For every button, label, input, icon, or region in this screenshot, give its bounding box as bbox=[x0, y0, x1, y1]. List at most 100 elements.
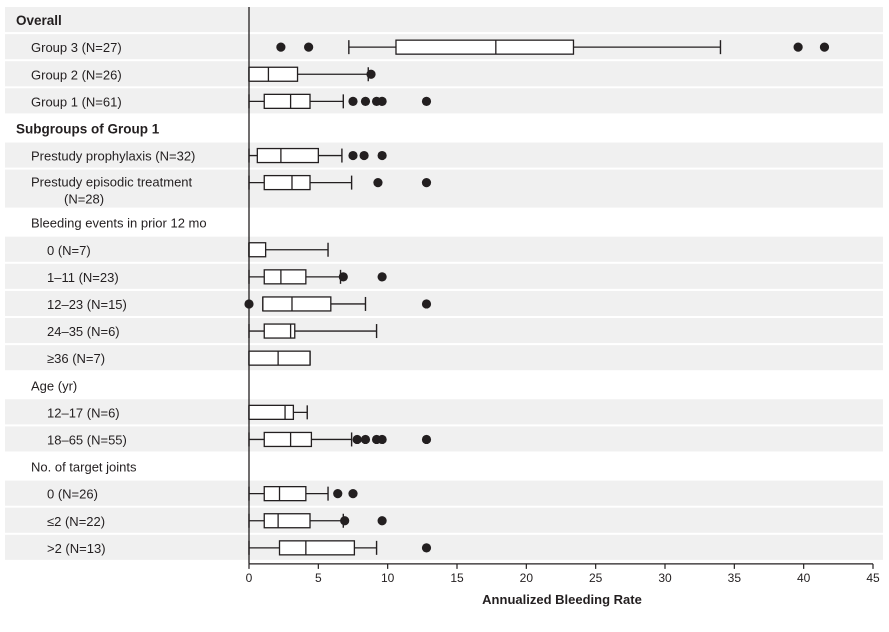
outlier-point bbox=[352, 434, 362, 445]
iqr-box bbox=[263, 485, 307, 502]
outlier-point bbox=[348, 489, 358, 499]
iqr-box bbox=[263, 174, 311, 191]
outlier-point bbox=[338, 272, 348, 282]
x-axis: 0 5 10 15 20 25 30 35 40 45 bbox=[246, 7, 880, 585]
outlier-point bbox=[793, 42, 803, 52]
iqr-box bbox=[395, 39, 575, 55]
row-label-continued: (N=28) bbox=[64, 192, 104, 207]
outlier-point bbox=[421, 96, 432, 106]
box-plot bbox=[248, 513, 387, 529]
outlier-point bbox=[377, 150, 387, 161]
outlier-point bbox=[304, 42, 314, 52]
row-band bbox=[5, 507, 883, 533]
row-label: 18–65 (N=55) bbox=[47, 432, 127, 447]
x-tick-label: 0 bbox=[246, 571, 253, 585]
outlier-point bbox=[333, 489, 343, 499]
x-tick-label: 15 bbox=[450, 571, 464, 585]
row-band bbox=[5, 88, 883, 114]
iqr-box bbox=[263, 323, 296, 339]
row-label: Age (yr) bbox=[31, 378, 77, 393]
row-band bbox=[5, 236, 883, 262]
outlier-point bbox=[377, 272, 387, 282]
row-label: 12–23 (N=15) bbox=[47, 297, 127, 312]
row-label: 12–17 (N=6) bbox=[47, 405, 120, 420]
outlier-point bbox=[348, 150, 358, 161]
iqr-box bbox=[263, 431, 313, 448]
iqr-box bbox=[248, 350, 311, 366]
row-band bbox=[5, 7, 883, 33]
x-tick-label: 45 bbox=[866, 571, 880, 585]
row-labels: Overall Group 3 (N=27) Group 2 (N=26) Group… bbox=[16, 13, 207, 556]
row-label: Group 1 (N=61) bbox=[31, 94, 122, 109]
iqr-box bbox=[248, 242, 267, 258]
box-plot bbox=[244, 296, 432, 312]
iqr-box bbox=[256, 147, 319, 164]
iqr-box bbox=[278, 540, 356, 556]
outlier-point bbox=[366, 69, 376, 79]
row-band bbox=[5, 318, 883, 344]
row-label: Prestudy prophylaxis (N=32) bbox=[31, 149, 195, 164]
x-tick-label: 5 bbox=[315, 571, 322, 585]
outlier-point bbox=[276, 42, 286, 52]
row-label: ≤2 (N=22) bbox=[47, 514, 105, 529]
row-label: Subgroups of Group 1 bbox=[16, 121, 160, 136]
outlier-point bbox=[373, 178, 383, 188]
row-label: Overall bbox=[16, 13, 62, 28]
outlier-point bbox=[348, 96, 358, 106]
row-band bbox=[5, 169, 883, 208]
row-label: Group 3 (N=27) bbox=[31, 40, 122, 55]
row-band bbox=[5, 480, 883, 506]
outlier-point bbox=[360, 96, 371, 106]
iqr-box bbox=[263, 269, 307, 285]
x-tick-label: 35 bbox=[728, 571, 742, 585]
row-label: ≥36 (N=7) bbox=[47, 351, 105, 366]
outlier-point bbox=[421, 299, 432, 309]
box-plot bbox=[248, 66, 376, 82]
outlier-point bbox=[421, 543, 432, 553]
outlier-point bbox=[360, 434, 371, 445]
row-label: 1–11 (N=23) bbox=[47, 270, 119, 285]
x-tick-label: 30 bbox=[658, 571, 672, 585]
row-label: Bleeding events in prior 12 mo bbox=[31, 216, 207, 231]
iqr-box bbox=[248, 66, 299, 82]
row-label: >2 (N=13) bbox=[47, 541, 106, 556]
row-bands bbox=[5, 7, 883, 560]
x-tick-label: 25 bbox=[589, 571, 603, 585]
x-tick-label: 40 bbox=[797, 571, 811, 585]
outlier-point bbox=[421, 178, 432, 188]
outlier-point bbox=[819, 42, 830, 52]
outlier-point bbox=[377, 434, 387, 445]
row-band bbox=[5, 142, 883, 168]
outlier-point bbox=[377, 96, 387, 106]
row-label: No. of target joints bbox=[31, 460, 137, 475]
outlier-point bbox=[377, 516, 387, 526]
row-label: 0 (N=7) bbox=[47, 243, 91, 258]
box-plot bbox=[276, 39, 830, 55]
box-plot bbox=[248, 269, 387, 285]
row-band bbox=[5, 345, 883, 371]
box-plot bbox=[248, 350, 311, 366]
x-tick-label: 20 bbox=[520, 571, 534, 585]
row-label: Prestudy episodic treatment bbox=[31, 175, 193, 190]
iqr-box bbox=[262, 296, 332, 312]
outlier-point bbox=[421, 434, 432, 445]
row-band bbox=[5, 61, 883, 87]
box-plot bbox=[248, 431, 432, 448]
box-plot bbox=[248, 323, 378, 339]
row-band bbox=[5, 290, 883, 316]
iqr-box bbox=[248, 404, 295, 421]
outlier-point bbox=[340, 516, 350, 526]
row-label: 0 (N=26) bbox=[47, 487, 98, 502]
row-label: 24–35 (N=6) bbox=[47, 324, 120, 339]
box-plots bbox=[244, 39, 830, 556]
row-band bbox=[5, 399, 883, 425]
outlier-point bbox=[359, 150, 369, 161]
row-band bbox=[5, 534, 883, 560]
x-axis-title: Annualized Bleeding Rate bbox=[482, 592, 642, 607]
x-tick-label: 10 bbox=[381, 571, 395, 585]
iqr-box bbox=[263, 93, 311, 109]
row-label: Group 2 (N=26) bbox=[31, 67, 122, 82]
iqr-box bbox=[263, 513, 311, 529]
row-band bbox=[5, 263, 883, 289]
